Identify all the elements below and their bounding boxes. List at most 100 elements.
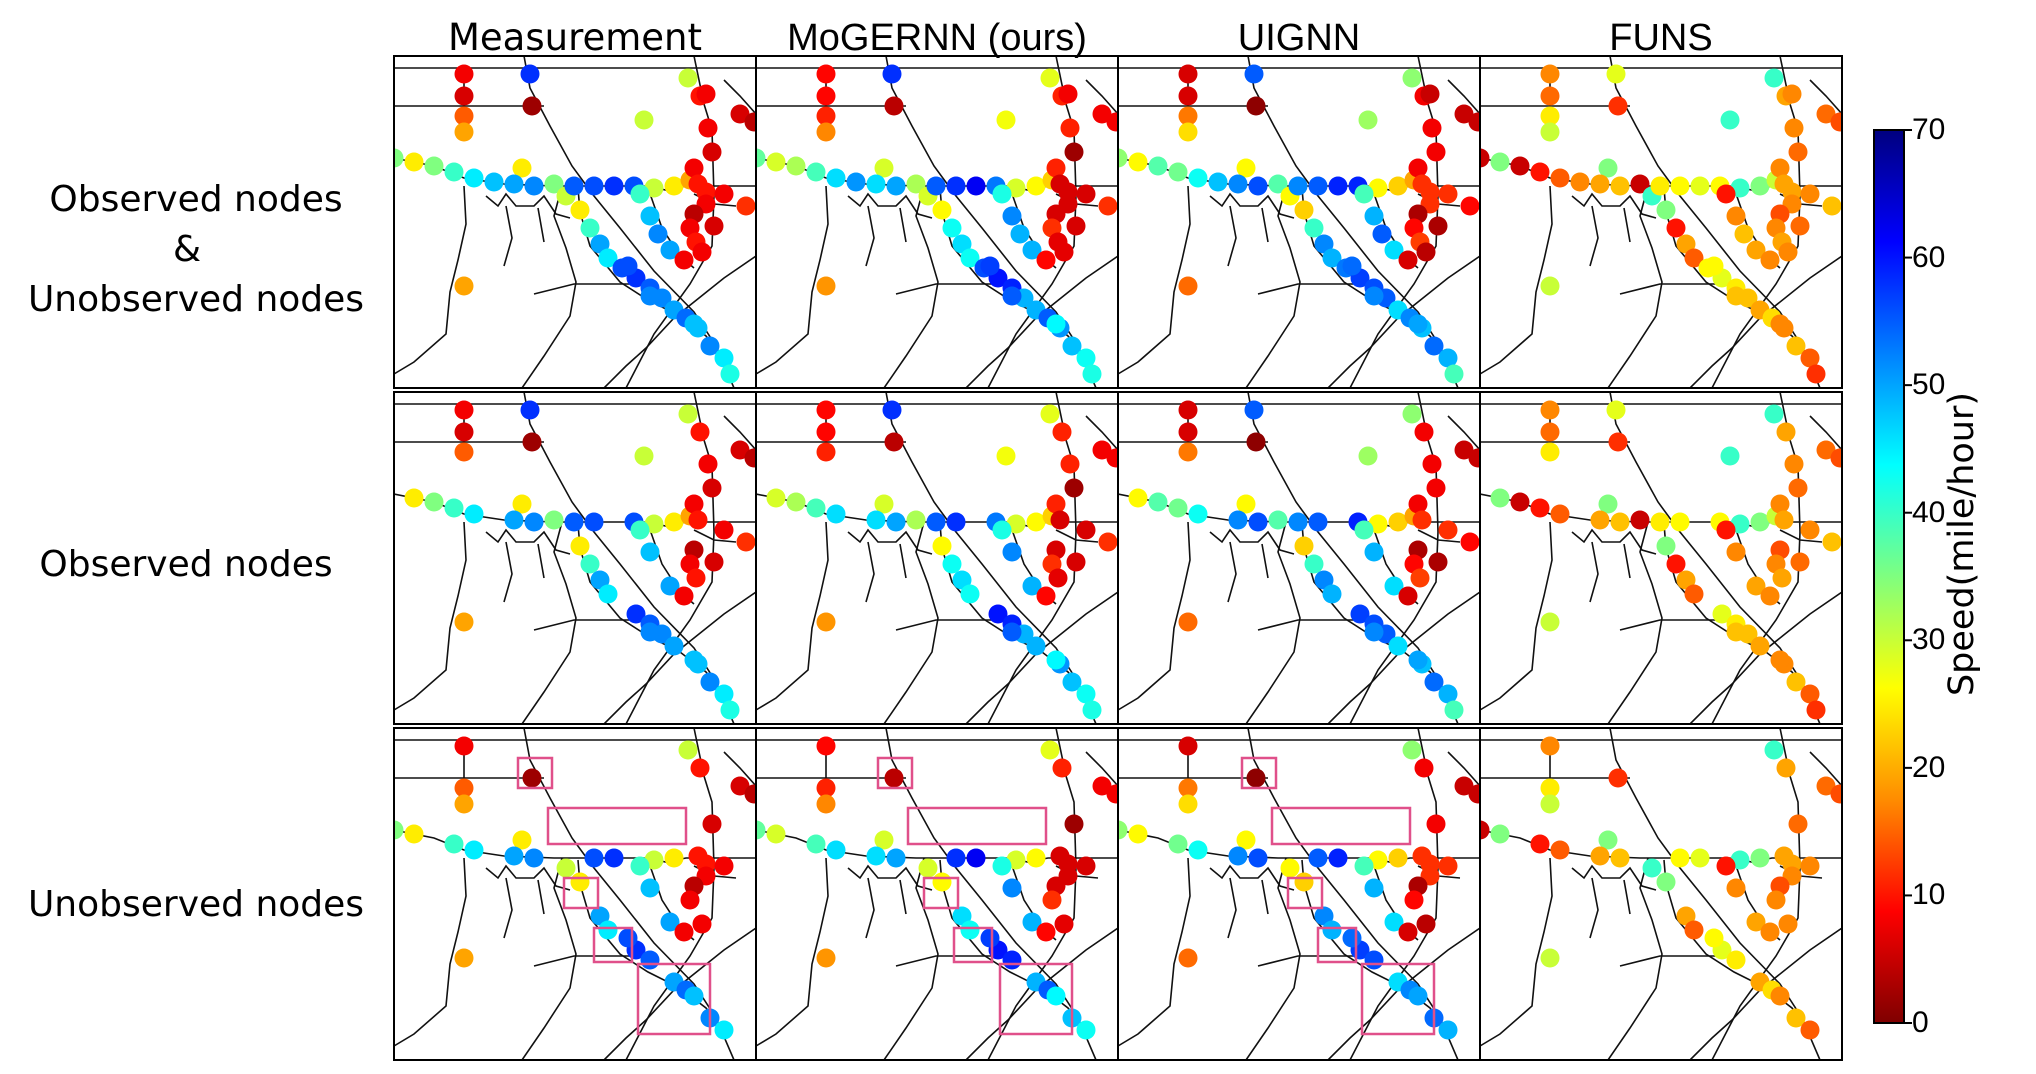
sensor-node [1454,104,1474,124]
sensor-node [1178,64,1198,84]
sensor-node [648,224,668,244]
sensor-node [1550,840,1570,860]
sensor-node [702,478,722,498]
sensor-node [1248,176,1268,196]
sensor-node [960,920,980,940]
sensor-node [1788,142,1808,162]
row-label-line: & [172,229,202,270]
road-line [1261,543,1269,579]
sensor-node [1774,510,1794,530]
road-line [394,857,467,1047]
sensor-node [816,276,836,296]
sensor-node [640,878,660,898]
sensor-node [454,778,474,798]
map-content [756,728,1118,1060]
sensor-node [1650,176,1670,196]
road-line [847,192,933,219]
sensor-node [1428,216,1448,236]
road-line [1623,207,1631,243]
sensor-node [1540,736,1560,756]
sensor-node [1734,224,1754,244]
column-title-uignn: UIGNN [1237,17,1361,59]
sensor-node [946,512,966,532]
sensor-node [1050,174,1070,194]
road-line [1589,877,1599,939]
sensor-node [512,494,532,514]
sensor-node [1322,920,1342,940]
sensor-node [1046,650,1066,670]
road-line [394,185,467,375]
sensor-node [696,84,716,104]
sensor-node [1460,532,1480,552]
sensor-node [1468,448,1480,468]
sensor-node [1304,218,1324,238]
road-line [756,185,829,375]
road-line [723,79,756,115]
sensor-node [1670,848,1690,868]
sensor-node [1726,950,1746,970]
sensor-node [1774,174,1794,194]
sensor-node [522,96,542,116]
sensor-node [1830,112,1842,132]
sensor-node [684,650,704,670]
road-line [1480,857,1553,1047]
sensor-node [918,858,938,878]
highlight-box [1270,806,1412,846]
map-content [1480,56,1842,388]
sensor-node [1690,176,1710,196]
colorbar-tick: 10 [1912,878,1946,911]
sensor-node [1022,576,1042,596]
sensor-node [736,196,756,216]
sensor-node [454,736,474,756]
sensor-node [1026,636,1046,656]
sensor-node [786,156,806,176]
sensor-node [1590,174,1610,194]
sensor-node [1010,224,1030,244]
road-line [987,728,1077,1060]
sensor-node [1490,824,1510,844]
sensor-node [1036,250,1056,270]
sensor-node [980,256,1000,276]
sensor-node [1424,672,1444,692]
sensor-node [1364,950,1384,970]
sensor-node [1364,542,1384,562]
sensor-node [1308,848,1328,868]
map-panel [755,55,1119,389]
road-line [521,521,577,724]
sensor-node [678,68,698,88]
map-content [1480,728,1842,1060]
colorbar-tick: 0 [1912,1006,1929,1039]
road-line [1417,529,1461,543]
sensor-node [584,848,604,868]
sensor-node [1064,478,1084,498]
sensor-node [816,106,836,126]
road-line [1447,79,1480,115]
colorbar-tick: 50 [1912,368,1946,401]
sensor-node [454,400,474,420]
sensor-node [992,520,1012,540]
sensor-node [1076,184,1096,204]
sensor-node [454,86,474,106]
sensor-node [1062,336,1082,356]
sensor-node [1248,848,1268,868]
sensor-node [1782,84,1802,104]
sensor-node [1244,400,1264,420]
sensor-node [946,176,966,196]
sensor-node [884,96,904,116]
sensor-node [404,152,424,172]
sensor-node [1726,206,1746,226]
sensor-node [1168,834,1188,854]
sensor-node [454,442,474,462]
road-line [537,879,545,915]
sensor-node [1510,492,1530,512]
sensor-node [1540,612,1560,632]
road-line [987,56,1077,388]
sensor-node [1118,148,1128,168]
sensor-node [690,422,710,442]
road-line [865,541,875,603]
sensor-node [444,834,464,854]
road-line [965,255,1118,388]
sensor-node [1076,520,1096,540]
road-line [537,207,545,243]
sensor-node [932,200,952,220]
